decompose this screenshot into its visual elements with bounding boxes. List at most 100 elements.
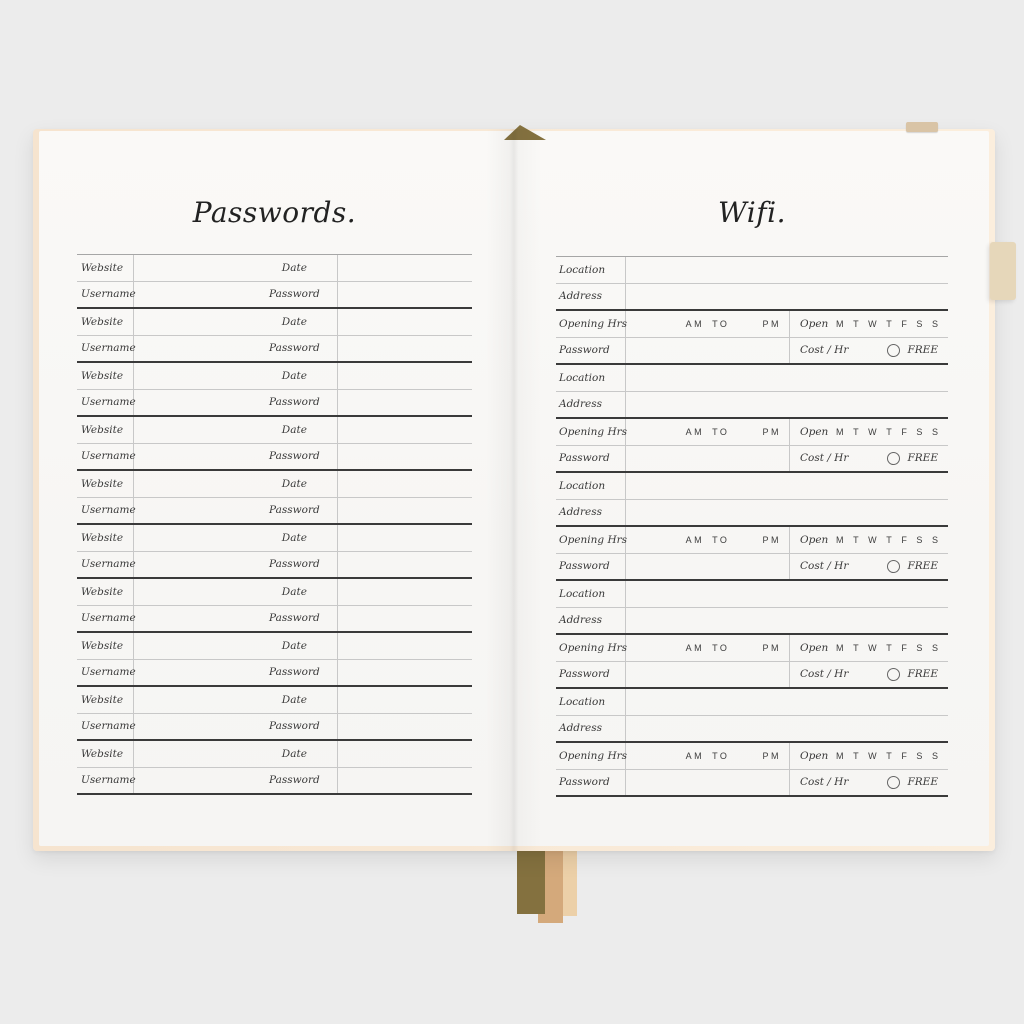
free-label: FREE (907, 344, 938, 357)
password-entry: Website Date Username Password (77, 633, 472, 687)
username-label: Username (81, 396, 136, 409)
friday-initial: F (901, 426, 907, 437)
am-to-label: AM TO (686, 535, 730, 545)
opening-hours-write-area: AM TO PM (626, 743, 790, 769)
notebook-pages (39, 131, 989, 846)
password-write-area (338, 282, 472, 308)
address-label: Address (559, 290, 603, 303)
website-write-area: Date (134, 687, 338, 713)
wifi-entry: Location Address Opening Hrs AM TO PM Op (556, 365, 948, 473)
wifi-password-write-area (626, 769, 790, 795)
website-row: Website Date (77, 417, 472, 444)
address-row: Address (556, 715, 948, 743)
username-write-area: Password (134, 389, 338, 415)
am-to-label: AM TO (686, 643, 730, 653)
open-label: Open (800, 425, 829, 438)
address-label-cell: Address (556, 391, 626, 417)
opening-hours-label: Opening Hrs (559, 641, 628, 654)
username-label-cell: Username (77, 713, 136, 739)
opening-hours-label: Opening Hrs (559, 749, 628, 762)
date-write-area (338, 255, 472, 281)
website-row: Website Date (77, 741, 472, 768)
username-write-area: Password (134, 551, 338, 577)
password-row: Password Cost / Hr FREE (556, 661, 948, 689)
password-label: Password (269, 612, 320, 625)
password-entry: Website Date Username Password (77, 579, 472, 633)
wednesday-initial: W (868, 642, 877, 653)
password-label: Password (269, 396, 320, 409)
elastic-band-loop (990, 242, 1016, 300)
wifi-entry: Location Address Opening Hrs AM TO PM Op (556, 581, 948, 689)
date-write-area (338, 417, 472, 443)
password-write-area (338, 768, 472, 794)
website-row: Website Date (77, 309, 472, 336)
open-notebook (33, 129, 995, 851)
wifi-password-label: Password (559, 560, 610, 573)
address-label-cell: Address (556, 283, 626, 309)
password-entry: Website Date Username Password (77, 687, 472, 741)
username-row: Username Password (77, 497, 472, 523)
open-label: Open (800, 749, 829, 762)
password-label: Password (269, 450, 320, 463)
opening-hours-row: Opening Hrs AM TO PM Open M T W T F S S (556, 311, 948, 338)
website-label: Website (81, 585, 124, 598)
cost-per-hour-label: Cost / Hr (800, 560, 849, 573)
username-row: Username Password (77, 551, 472, 577)
password-label: Password (269, 720, 320, 733)
username-write-area: Password (134, 281, 338, 307)
monday-initial: M (836, 318, 844, 329)
am-label: AM (685, 750, 705, 761)
wednesday-initial: W (868, 534, 877, 545)
password-entry: Website Date Username Password (77, 255, 472, 309)
wifi-password-write-area (626, 661, 790, 687)
password-write-area (338, 390, 472, 416)
location-row: Location (556, 365, 948, 392)
username-label: Username (81, 342, 136, 355)
open-label: Open (800, 317, 829, 330)
website-write-area: Date (134, 255, 338, 281)
wifi-password-label: Password (559, 452, 610, 465)
username-label-cell: Username (77, 389, 136, 415)
wifi-entry: Location Address Opening Hrs AM TO PM Op (556, 473, 948, 581)
tuesday-initial: T (853, 534, 859, 545)
address-write-area (626, 284, 948, 310)
username-label: Username (81, 558, 136, 571)
username-write-area: Password (134, 497, 338, 523)
location-label-cell: Location (556, 581, 626, 607)
website-label-cell: Website (77, 687, 134, 713)
date-write-area (338, 309, 472, 335)
password-row: Password Cost / Hr FREE (556, 445, 948, 473)
address-row: Address (556, 499, 948, 527)
username-row: Username Password (77, 389, 472, 416)
username-label-cell: Username (77, 551, 136, 577)
saturday-initial: S (916, 750, 923, 761)
address-write-area (626, 608, 948, 634)
monday-initial: M (836, 750, 844, 761)
address-label-cell: Address (556, 499, 626, 525)
tuesday-initial: T (853, 750, 859, 761)
website-label: Website (81, 747, 124, 760)
date-label: Date (281, 747, 307, 760)
username-write-area: Password (134, 767, 338, 793)
username-row: Username Password (77, 713, 472, 739)
website-label: Website (81, 531, 124, 544)
username-label: Username (81, 666, 136, 679)
free-checkbox-circle-icon (887, 343, 901, 357)
date-label: Date (281, 639, 307, 652)
password-label: Password (269, 504, 320, 517)
tuesday-initial: T (853, 426, 859, 437)
cost-cell: Cost / Hr FREE (790, 446, 948, 472)
website-label: Website (81, 315, 124, 328)
wifi-password-write-area (626, 337, 790, 363)
location-row: Location (556, 689, 948, 716)
friday-initial: F (901, 534, 907, 545)
date-label: Date (281, 423, 307, 436)
to-label: TO (712, 534, 730, 545)
pm-label: PM (762, 318, 781, 329)
wifi-password-write-area (626, 445, 790, 471)
thursday-initial: T (886, 426, 892, 437)
password-entry: Website Date Username Password (77, 363, 472, 417)
free-label: FREE (907, 452, 938, 465)
password-entry: Website Date Username Password (77, 741, 472, 795)
username-write-area: Password (134, 443, 338, 469)
